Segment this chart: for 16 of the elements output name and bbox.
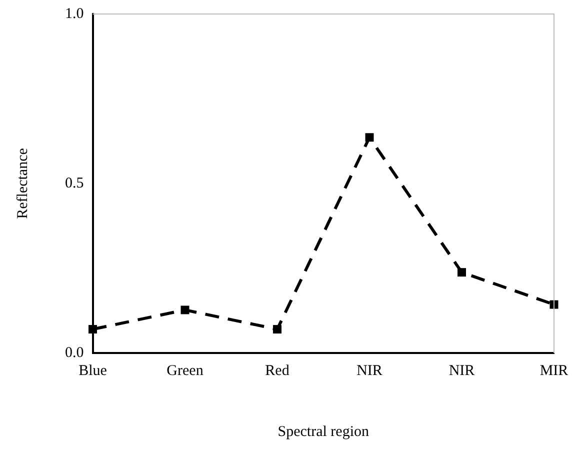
point — [458, 268, 466, 277]
point — [365, 133, 374, 142]
point — [180, 306, 190, 314]
x-tick-label: Blue — [78, 362, 108, 379]
y-tick-label: 0.5 — [65, 175, 84, 192]
y-tick-label: 0.0 — [65, 344, 84, 361]
point — [88, 325, 97, 334]
y-tick-label: 1.0 — [65, 6, 84, 22]
x-tick-label: NIR — [356, 362, 382, 379]
point — [273, 325, 282, 334]
x-tick-label: Red — [265, 362, 290, 379]
x-tick-label: NIR — [448, 362, 475, 379]
x-tick-label: Green — [166, 362, 204, 379]
x-axis-title: Spectral region — [278, 424, 370, 440]
x-tick-label: MIR — [540, 362, 568, 379]
y-axis-title: Reflectance — [14, 148, 31, 219]
